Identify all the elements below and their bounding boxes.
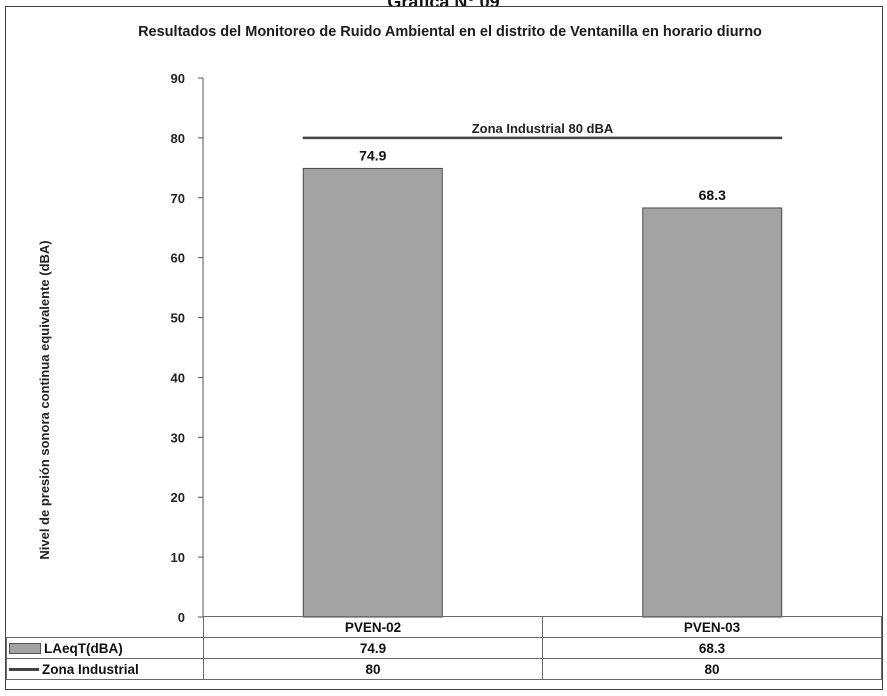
y-tick-label: 90 bbox=[171, 71, 185, 86]
legend-label: Zona Industrial bbox=[42, 661, 139, 677]
data-table-row-header: Zona Industrial bbox=[6, 658, 204, 680]
bar-data-label: 74.9 bbox=[359, 147, 386, 163]
y-tick-label: 30 bbox=[171, 430, 185, 445]
bar bbox=[302, 167, 443, 618]
data-table-category: PVEN-03 bbox=[542, 616, 882, 638]
y-tick-label: 40 bbox=[171, 370, 185, 385]
data-table-cell: 80 bbox=[203, 658, 543, 680]
bar-data-label: 68.3 bbox=[699, 187, 726, 203]
data-table-corner bbox=[6, 616, 204, 638]
y-tick-label: 60 bbox=[171, 251, 185, 266]
bar bbox=[642, 207, 783, 618]
chart-data-table: PVEN-02 PVEN-03 LAeqT(dBA) 74.9 68.3 Zon… bbox=[6, 616, 882, 680]
chart-title: Resultados del Monitoreo de Ruido Ambien… bbox=[138, 24, 762, 40]
y-tick-label: 10 bbox=[171, 550, 185, 565]
reference-line-label: Zona Industrial 80 dBA bbox=[472, 121, 614, 136]
legend-label: LAeqT(dBA) bbox=[44, 640, 123, 656]
data-table-header-row: PVEN-02 PVEN-03 bbox=[6, 616, 882, 638]
data-table-cell: 80 bbox=[542, 658, 882, 680]
y-tick-label: 20 bbox=[171, 490, 185, 505]
y-tick-label: 70 bbox=[171, 191, 185, 206]
data-table-cell: 74.9 bbox=[203, 637, 543, 659]
y-tick-label: 80 bbox=[171, 131, 185, 146]
bar-legend-swatch bbox=[9, 643, 41, 655]
data-table-row-header: LAeqT(dBA) bbox=[6, 637, 204, 659]
data-table-row: Zona Industrial 80 80 bbox=[6, 658, 882, 680]
data-table-cell: 68.3 bbox=[542, 637, 882, 659]
data-table-category: PVEN-02 bbox=[203, 616, 543, 638]
line-legend-swatch bbox=[9, 668, 39, 672]
data-table-row: LAeqT(dBA) 74.9 68.3 bbox=[6, 637, 882, 659]
y-tick-label: 50 bbox=[171, 311, 185, 326]
